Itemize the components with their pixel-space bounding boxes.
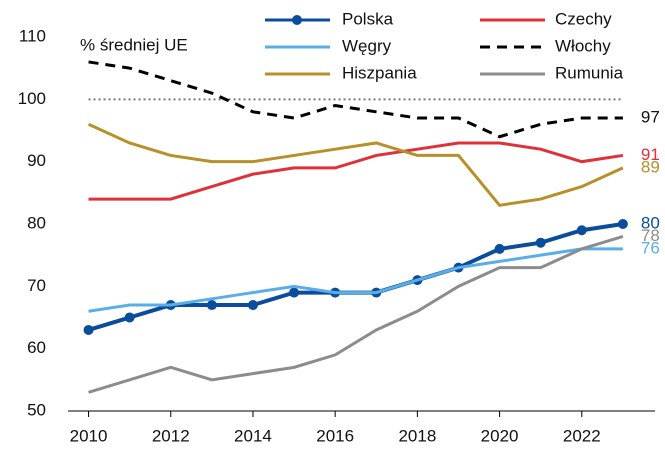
marker <box>206 300 217 311</box>
x-tick-label: 2022 <box>563 426 601 445</box>
y-tick-label: 100 <box>18 89 46 108</box>
marker <box>124 312 135 323</box>
y-tick-label: 70 <box>27 276 46 295</box>
end-label: 91 <box>641 145 660 164</box>
legend-label: Rumunia <box>555 63 624 82</box>
marker <box>535 237 546 248</box>
x-tick-label: 2014 <box>234 426 272 445</box>
series-line <box>88 60 623 139</box>
annotation: % średniej UE <box>80 35 188 54</box>
legend-label: Hiszpania <box>342 63 417 82</box>
x-tick-label: 2020 <box>481 426 519 445</box>
legend-label: Czechy <box>555 9 612 28</box>
legend-label: Polska <box>342 9 394 28</box>
series-line <box>88 247 623 313</box>
marker <box>289 287 300 298</box>
y-tick-label: 110 <box>19 26 46 45</box>
marker <box>494 243 505 254</box>
y-tick-label: 90 <box>27 151 46 170</box>
x-tick-label: 2016 <box>316 426 354 445</box>
end-label: 78 <box>641 226 660 245</box>
legend-label: Węgry <box>342 36 392 55</box>
x-tick-label: 2018 <box>398 426 436 445</box>
marker <box>617 219 628 229</box>
y-tick-label: 60 <box>27 338 46 357</box>
x-tick-label: 2010 <box>70 426 108 445</box>
series-line <box>88 235 624 394</box>
marker <box>247 300 258 311</box>
series-line <box>88 141 624 201</box>
y-tick-label: 80 <box>27 213 46 232</box>
end-label: 76 <box>641 238 660 257</box>
y-tick-label: 50 <box>27 400 46 419</box>
end-label: 89 <box>641 157 660 176</box>
end-label: 97 <box>641 108 660 127</box>
legend-label: Włochy <box>555 36 611 55</box>
end-label: 80 <box>641 213 660 232</box>
marker <box>576 225 587 236</box>
marker <box>83 324 94 335</box>
legend-marker <box>292 15 302 25</box>
x-tick-label: 2012 <box>152 426 190 445</box>
series-line <box>87 122 624 207</box>
